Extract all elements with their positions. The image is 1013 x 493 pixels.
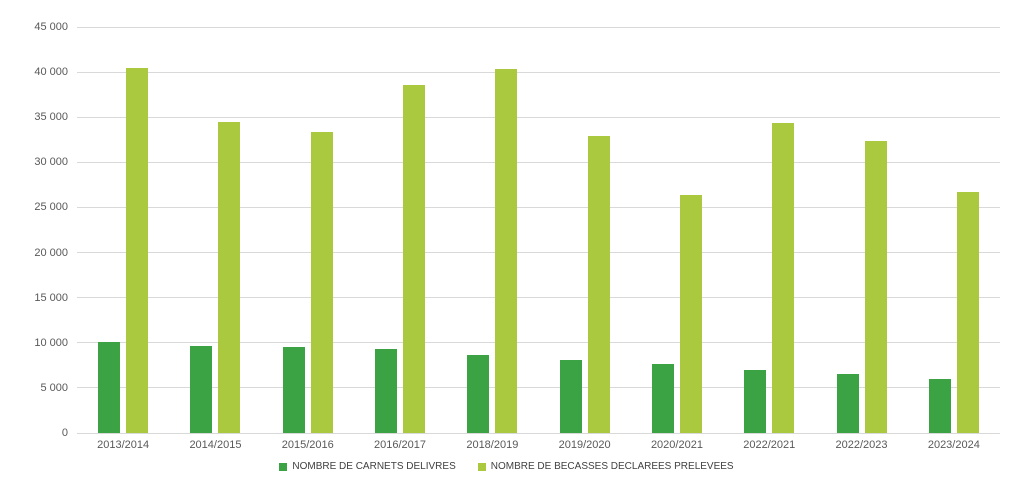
x-tick-label: 2019/2020	[558, 439, 611, 451]
bar-series-0-2019/2020	[559, 359, 582, 433]
legend-swatch-icon	[279, 462, 288, 471]
bar-series-0-2018/2019	[467, 355, 490, 433]
bar-group	[262, 27, 354, 433]
y-tick-label: 35 000	[34, 111, 68, 124]
gridline	[77, 26, 1000, 28]
gridline	[77, 387, 1000, 389]
gridline	[77, 342, 1000, 344]
x-tick-label: 2020/2021	[650, 439, 703, 451]
bar-group	[77, 27, 169, 433]
y-tick-label: 0	[61, 427, 68, 439]
bar-series-1-2023/2024	[956, 192, 979, 433]
bar-series-1-2019/2020	[587, 136, 610, 433]
gridline	[77, 116, 1000, 118]
gridline	[77, 71, 1000, 73]
y-tick-label: 40 000	[34, 66, 68, 79]
y-tick-label: 15 000	[34, 291, 68, 304]
legend-label: NOMBRE DE BECASSES DECLAREES PRELEVEES	[490, 461, 734, 472]
x-axis: 2013/2014 2014/2015 2015/2016 2016/2017 2018…	[77, 439, 1000, 455]
x-tick-label: 2023/2024	[927, 439, 980, 451]
gridline	[77, 252, 1000, 254]
bar-series-0-2013/2014	[98, 341, 121, 433]
y-tick-label: 30 000	[34, 156, 68, 169]
gridline	[77, 206, 1000, 208]
bar-group	[446, 27, 538, 433]
x-tick-label: 2018/2019	[466, 439, 519, 451]
legend-swatch-icon	[477, 462, 486, 471]
bar-series-0-2015/2016	[282, 347, 305, 433]
bar-series-0-2023/2024	[928, 378, 951, 433]
y-tick-label: 45 000	[34, 21, 68, 33]
legend-label: NOMBRE DE CARNETS DELIVRES	[292, 461, 456, 472]
bar-group	[723, 27, 815, 433]
x-tick-label: 2014/2015	[189, 439, 242, 451]
x-tick-label: 2016/2017	[374, 439, 427, 451]
legend: NOMBRE DE CARNETS DELIVRES NOMBRE DE BECA…	[0, 461, 1013, 472]
legend-item: NOMBRE DE CARNETS DELIVRES	[279, 461, 456, 472]
gridline	[77, 161, 1000, 163]
y-tick-label: 10 000	[34, 336, 68, 349]
bar-series-0-2016/2017	[375, 349, 398, 433]
bar-group	[539, 27, 631, 433]
bar-series-0-2022/2023	[836, 374, 859, 433]
bar-series-1-2016/2017	[403, 84, 426, 433]
gridline	[77, 432, 1000, 434]
legend-item: NOMBRE DE BECASSES DECLAREES PRELEVEES	[477, 461, 734, 472]
bar-series-0-2014/2015	[190, 345, 213, 433]
bar-series-1-2013/2014	[126, 67, 149, 433]
y-tick-label: 25 000	[34, 201, 68, 214]
bar-group	[354, 27, 446, 433]
bar-series-1-2018/2019	[495, 68, 518, 433]
bar-group	[908, 27, 1000, 433]
x-tick-label: 2015/2016	[281, 439, 334, 451]
x-tick-label: 2022/2021	[743, 439, 796, 451]
bar-series-1-2022/2021	[772, 122, 795, 433]
bar-series-0-2022/2021	[744, 369, 767, 433]
bar-series-1-2022/2023	[864, 140, 887, 433]
bar-group	[169, 27, 261, 433]
gridline	[77, 297, 1000, 299]
y-axis: 0 5 000 10 000 15 000 20 000 25 000 30 000 35 0…	[0, 21, 68, 439]
y-tick-label: 20 000	[34, 246, 68, 259]
bar-series-1-2014/2015	[218, 121, 241, 433]
x-tick-label: 2013/2014	[97, 439, 150, 451]
y-tick-label: 5 000	[40, 381, 68, 394]
bar-series-1-2015/2016	[310, 131, 333, 433]
bar-group	[631, 27, 723, 433]
bar-series-0-2020/2021	[651, 364, 674, 433]
plot-area	[77, 26, 1000, 434]
x-tick-label: 2022/2023	[835, 439, 888, 451]
bar-group	[815, 27, 907, 433]
bar-series-1-2020/2021	[679, 194, 702, 433]
